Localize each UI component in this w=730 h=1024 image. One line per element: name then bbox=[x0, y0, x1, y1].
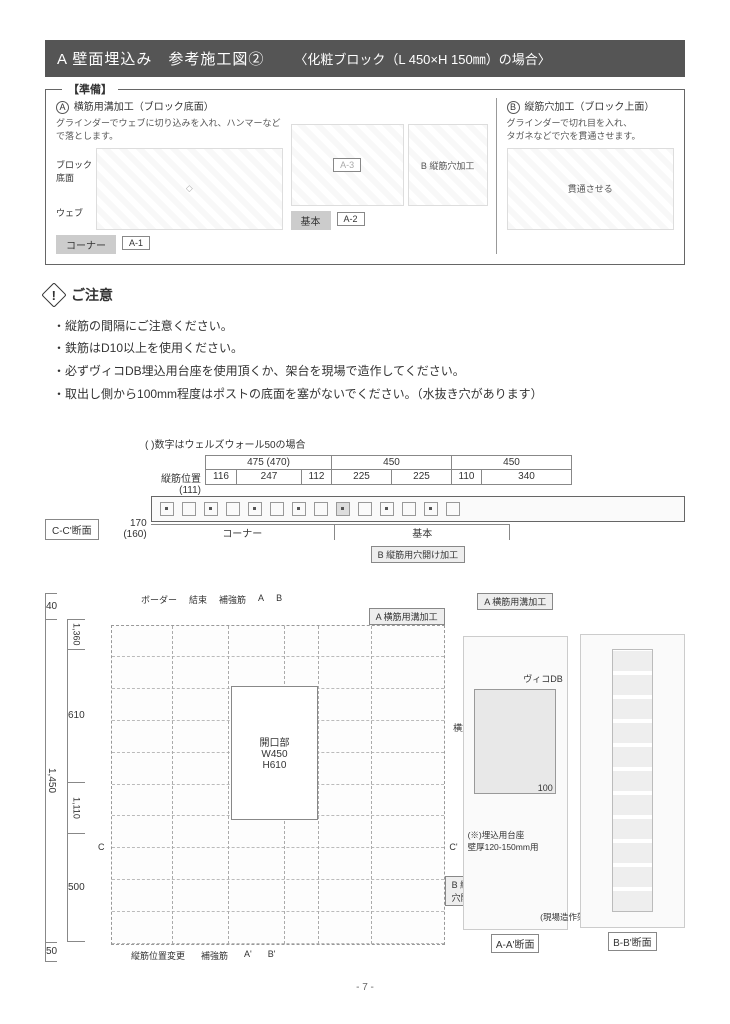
dim-cell: 110 bbox=[451, 470, 481, 485]
rebar-label: 補強筋 bbox=[219, 593, 246, 606]
marker-a-icon: A bbox=[56, 101, 69, 114]
a-groove-callout: A 横筋用溝加工 bbox=[369, 608, 445, 625]
a1-tag: A-1 bbox=[122, 236, 150, 250]
header-title: A 壁面埋込み 参考施工図② bbox=[57, 48, 264, 69]
block-cell bbox=[248, 502, 262, 516]
block-cell bbox=[204, 502, 218, 516]
block-cell bbox=[402, 502, 416, 516]
dim-cell: 450 bbox=[451, 456, 571, 470]
elevation-diagram: ボーダー 結束 補強筋 A B A 横筋用溝加工 開口部 bbox=[111, 593, 445, 962]
block-cell bbox=[226, 502, 240, 516]
prep-b-desc: グラインダーで切れ目を入れ、 タガネなどで穴を貫通させます。 bbox=[507, 116, 674, 142]
notice-item: 必ずヴィコDB埋込用台座を使用頂くか、架台を現場で造作してください。 bbox=[53, 360, 685, 383]
block-cell bbox=[446, 502, 460, 516]
rebar-pos-label: 縦筋位置 bbox=[145, 470, 205, 485]
block-bottom-label: ブロック 底面 bbox=[56, 158, 92, 184]
hundred-label: 100 bbox=[538, 783, 553, 793]
opening-box: 開口部 W450 H610 bbox=[231, 686, 317, 820]
header-bar: A 壁面埋込み 参考施工図② 〈化粧ブロック（L 450×H 150㎜）の場合〉 bbox=[45, 40, 685, 77]
block-cell bbox=[160, 502, 174, 516]
cc-section-label: C-C'断面 bbox=[45, 519, 99, 540]
bp-label: B' bbox=[268, 949, 276, 962]
notice-item: 鉄筋はD10以上を使用ください。 bbox=[53, 337, 685, 360]
aa-label: A-A'断面 bbox=[491, 934, 540, 953]
block-diagram-basic: A-3 bbox=[291, 124, 404, 206]
notice-section: ! ご注意 縦筋の間隔にご注意ください。 鉄筋はD10以上を使用ください。 必ず… bbox=[45, 285, 685, 406]
dim-cell: 340 bbox=[481, 470, 571, 485]
plan-corner: コーナー bbox=[151, 524, 334, 540]
dim-cell: 450 bbox=[331, 456, 451, 470]
marker-b-icon: B bbox=[507, 101, 520, 114]
web-label: ウェブ bbox=[56, 206, 92, 219]
block-cell bbox=[358, 502, 372, 516]
page-number: - 7 - bbox=[45, 982, 685, 993]
rebar-shift-label: 縦筋位置変更 bbox=[131, 949, 185, 962]
block-cell bbox=[424, 502, 438, 516]
plan-note: ( )数字はウェルズウォール50の場合 bbox=[145, 436, 685, 451]
a-label: A bbox=[258, 593, 264, 606]
dim-cell: 116 bbox=[205, 470, 236, 485]
side-views: A 横筋用溝加工 ヴィコDB 100 (※)埋込用台座 壁厚120-150mm用… bbox=[463, 593, 685, 962]
a2-tag: A-2 bbox=[337, 212, 365, 226]
a3-tag: A-3 bbox=[333, 158, 361, 172]
prep-a-section: A 横筋用溝加工（ブロック底面） グラインダーでウェブに切り込みを入れ、ハンマー… bbox=[56, 98, 283, 254]
corner-tag: コーナー bbox=[56, 235, 116, 254]
notice-list: 縦筋の間隔にご注意ください。 鉄筋はD10以上を使用ください。 必ずヴィコDB埋… bbox=[45, 315, 685, 406]
notice-item: 取出し側から100mm程度はポストの底面を塞がないでください。（水抜き穴がありま… bbox=[53, 383, 685, 406]
vico-label: ヴィコDB bbox=[523, 672, 563, 685]
block-diagram-a: ◇ bbox=[96, 148, 283, 230]
prep-title: 【準備】 bbox=[62, 81, 118, 97]
block-cell bbox=[292, 502, 306, 516]
preparation-box: 【準備】 A 横筋用溝加工（ブロック底面） グラインダーでウェブに切り込みを入れ… bbox=[45, 89, 685, 265]
side-a-callout: A 横筋用溝加工 bbox=[477, 593, 553, 610]
plan-strip bbox=[151, 496, 685, 522]
header-subtitle: 〈化粧ブロック（L 450×H 150㎜）の場合〉 bbox=[294, 49, 550, 68]
prep-a-title: 横筋用溝加工（ブロック底面） bbox=[74, 102, 214, 113]
aa-section-diagram: ヴィコDB 100 (※)埋込用台座 壁厚120-150mm用 (現場造作架台) bbox=[463, 636, 568, 930]
plan-basic: 基本 bbox=[334, 524, 510, 540]
block-cell bbox=[336, 502, 350, 516]
c-label: C bbox=[98, 842, 105, 852]
dim-cell: 225 bbox=[391, 470, 451, 485]
prep-b-title: 縦筋穴加工（ブロック上面） bbox=[524, 102, 654, 113]
prep-a-desc: グラインダーでウェブに切り込みを入れ、ハンマーなどで落とします。 bbox=[56, 116, 283, 142]
plan-b-note: B 縦筋用穴開け加工 bbox=[371, 546, 466, 563]
bottom-section: 40 1,450 50 1,360 610 1,110 500 ボーダー 結束 … bbox=[45, 593, 685, 962]
prep-b-section: B 縦筋穴加工（ブロック上面） グラインダーで切れ目を入れ、 タガネなどで穴を貫… bbox=[496, 98, 674, 254]
dim-cell: 112 bbox=[301, 470, 331, 485]
block-cell bbox=[380, 502, 394, 516]
pass-through-label: 貫通させる bbox=[568, 182, 613, 195]
bb-label: B-B'断面 bbox=[608, 932, 657, 951]
plan-paren: (111) bbox=[145, 485, 205, 496]
ap-label: A' bbox=[244, 949, 252, 962]
b-cut-label: B 縦筋穴加工 bbox=[421, 159, 475, 172]
dim-cell: 247 bbox=[236, 470, 301, 485]
cp-label: C' bbox=[449, 842, 457, 852]
bb-section-diagram bbox=[580, 634, 685, 928]
block-diagram-cut: B 縦筋穴加工 bbox=[408, 124, 488, 206]
base-note: (※)埋込用台座 壁厚120-150mm用 bbox=[468, 829, 539, 853]
b-label: B bbox=[276, 593, 282, 606]
border-label: ボーダー bbox=[141, 593, 177, 606]
reinforce-label: 補強筋 bbox=[201, 949, 228, 962]
basic-tag: 基本 bbox=[291, 211, 331, 230]
notice-item: 縦筋の間隔にご注意ください。 bbox=[53, 315, 685, 338]
block-cell bbox=[270, 502, 284, 516]
tie-label: 結束 bbox=[189, 593, 207, 606]
plan-height: 170 (160) bbox=[117, 518, 151, 540]
plan-section: ( )数字はウェルズウォール50の場合 475 (470)450450 縦筋位置… bbox=[45, 436, 685, 563]
warning-icon: ! bbox=[41, 282, 66, 307]
block-diagram-b: 貫通させる bbox=[507, 148, 674, 230]
block-cell bbox=[182, 502, 196, 516]
notice-heading: ご注意 bbox=[71, 285, 113, 305]
dim-cell: 475 (470) bbox=[205, 456, 331, 470]
dim-cell: 225 bbox=[331, 470, 391, 485]
prep-mid-section: A-3 B 縦筋穴加工 基本 A-2 bbox=[291, 98, 488, 254]
block-cell bbox=[314, 502, 328, 516]
